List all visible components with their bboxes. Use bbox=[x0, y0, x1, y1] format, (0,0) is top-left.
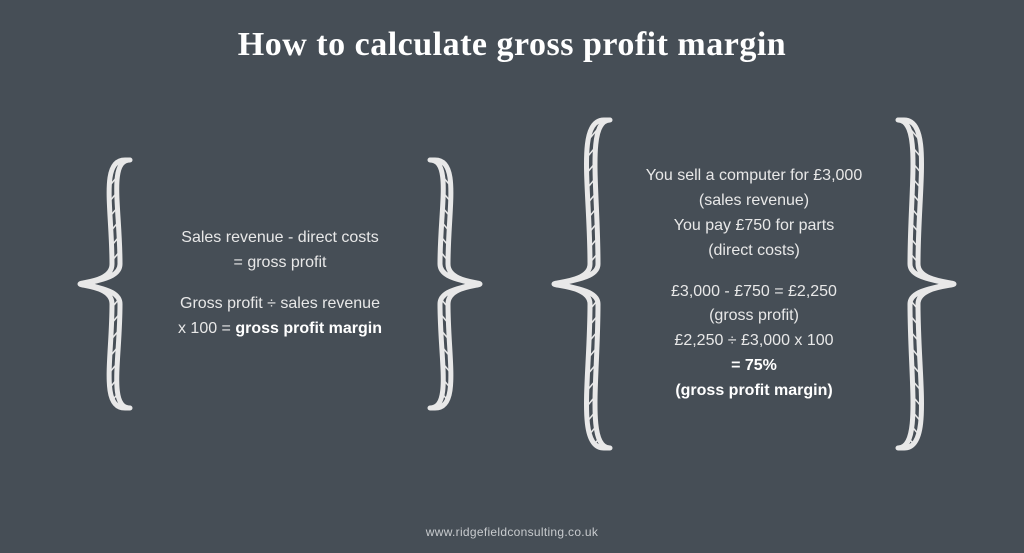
right-brace-open-icon bbox=[544, 114, 622, 454]
formula-line4-bold: gross profit margin bbox=[235, 320, 382, 337]
example-line1: You sell a computer for £3,000 bbox=[628, 164, 880, 189]
example-line2: (sales revenue) bbox=[628, 189, 880, 214]
page-title: How to calculate gross profit margin bbox=[0, 0, 1024, 64]
example-panel: You sell a computer for £3,000 (sales re… bbox=[544, 114, 964, 454]
formula-panel: Sales revenue - direct costs = gross pro… bbox=[70, 154, 490, 414]
formula-line4: x 100 = gross profit margin bbox=[146, 317, 414, 342]
footer-url: www.ridgefieldconsulting.co.uk bbox=[0, 525, 1024, 539]
right-brace-close-icon bbox=[886, 114, 964, 454]
example-line5: £3,000 - £750 = £2,250 bbox=[628, 280, 880, 305]
left-brace-open-icon bbox=[70, 154, 140, 414]
example-line6: (gross profit) bbox=[628, 304, 880, 329]
panels-row: Sales revenue - direct costs = gross pro… bbox=[0, 64, 1024, 484]
formula-line2: = gross profit bbox=[146, 251, 414, 276]
example-line4: (direct costs) bbox=[628, 239, 880, 264]
formula-line3: Gross profit ÷ sales revenue bbox=[146, 292, 414, 317]
formula-line4-prefix: x 100 = bbox=[178, 320, 235, 337]
example-line8: = 75% bbox=[628, 354, 880, 379]
example-line9: (gross profit margin) bbox=[628, 379, 880, 404]
example-line3: You pay £750 for parts bbox=[628, 214, 880, 239]
formula-content: Sales revenue - direct costs = gross pro… bbox=[140, 226, 420, 341]
formula-line1: Sales revenue - direct costs bbox=[146, 226, 414, 251]
example-line7: £2,250 ÷ £3,000 x 100 bbox=[628, 329, 880, 354]
example-content: You sell a computer for £3,000 (sales re… bbox=[622, 164, 886, 403]
left-brace-close-icon bbox=[420, 154, 490, 414]
